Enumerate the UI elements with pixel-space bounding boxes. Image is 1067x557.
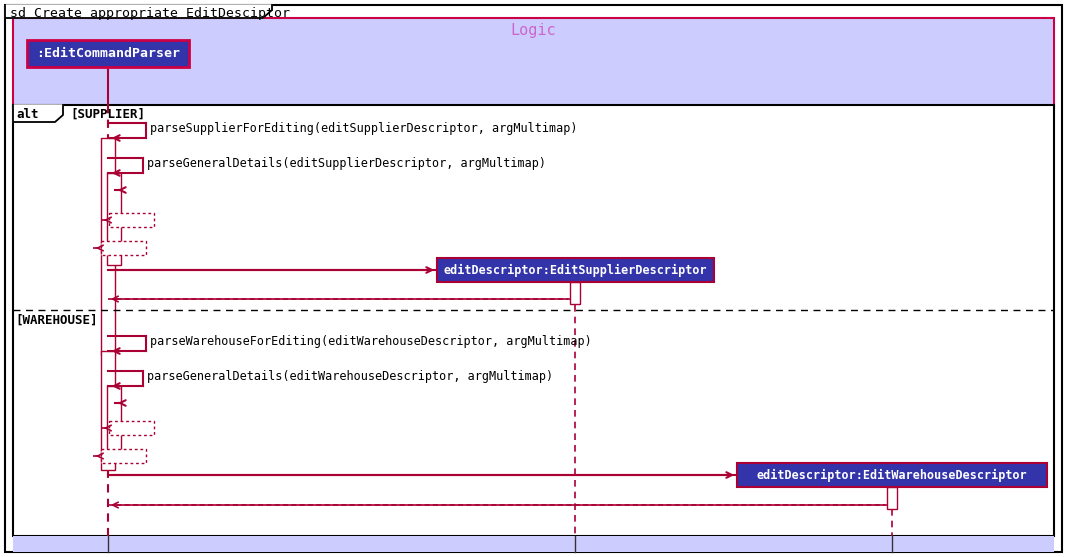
Bar bbox=[437, 258, 714, 282]
Text: parseGeneralDetails(editSupplierDescriptor, argMultimap): parseGeneralDetails(editSupplierDescript… bbox=[147, 157, 546, 169]
Text: parseWarehouseForEditing(editWarehouseDescriptor, argMultimap): parseWarehouseForEditing(editWarehouseDe… bbox=[150, 335, 592, 348]
Bar bbox=[737, 463, 1047, 487]
Bar bbox=[101, 351, 115, 470]
Text: Logic: Logic bbox=[510, 22, 556, 37]
Text: editDescriptor:EditSupplierDescriptor: editDescriptor:EditSupplierDescriptor bbox=[444, 263, 707, 276]
Text: editDescriptor:EditWarehouseDescriptor: editDescriptor:EditWarehouseDescriptor bbox=[757, 468, 1028, 482]
Bar bbox=[107, 173, 121, 265]
Text: :EditCommandParser: :EditCommandParser bbox=[36, 47, 180, 60]
Bar bbox=[27, 40, 189, 67]
Bar bbox=[887, 487, 897, 509]
Bar bbox=[109, 421, 154, 435]
Bar bbox=[101, 138, 115, 355]
Bar bbox=[13, 105, 1054, 536]
Polygon shape bbox=[5, 5, 272, 18]
Bar bbox=[101, 449, 146, 463]
Text: alt: alt bbox=[16, 108, 38, 120]
Text: parseSupplierForEditing(editSupplierDescriptor, argMultimap): parseSupplierForEditing(editSupplierDesc… bbox=[150, 121, 577, 134]
Text: sd Create appropriate EditDesciptor: sd Create appropriate EditDesciptor bbox=[10, 7, 290, 19]
Bar bbox=[101, 241, 146, 255]
Bar bbox=[107, 386, 121, 460]
Bar bbox=[13, 18, 1054, 108]
Bar bbox=[109, 213, 154, 227]
Bar bbox=[13, 536, 1054, 552]
Text: [WAREHOUSE]: [WAREHOUSE] bbox=[15, 314, 97, 326]
Text: [SUPPLIER]: [SUPPLIER] bbox=[70, 108, 145, 120]
Polygon shape bbox=[13, 105, 63, 122]
Bar bbox=[571, 282, 580, 304]
Text: parseGeneralDetails(editWarehouseDescriptor, argMultimap): parseGeneralDetails(editWarehouseDescrip… bbox=[147, 369, 553, 383]
